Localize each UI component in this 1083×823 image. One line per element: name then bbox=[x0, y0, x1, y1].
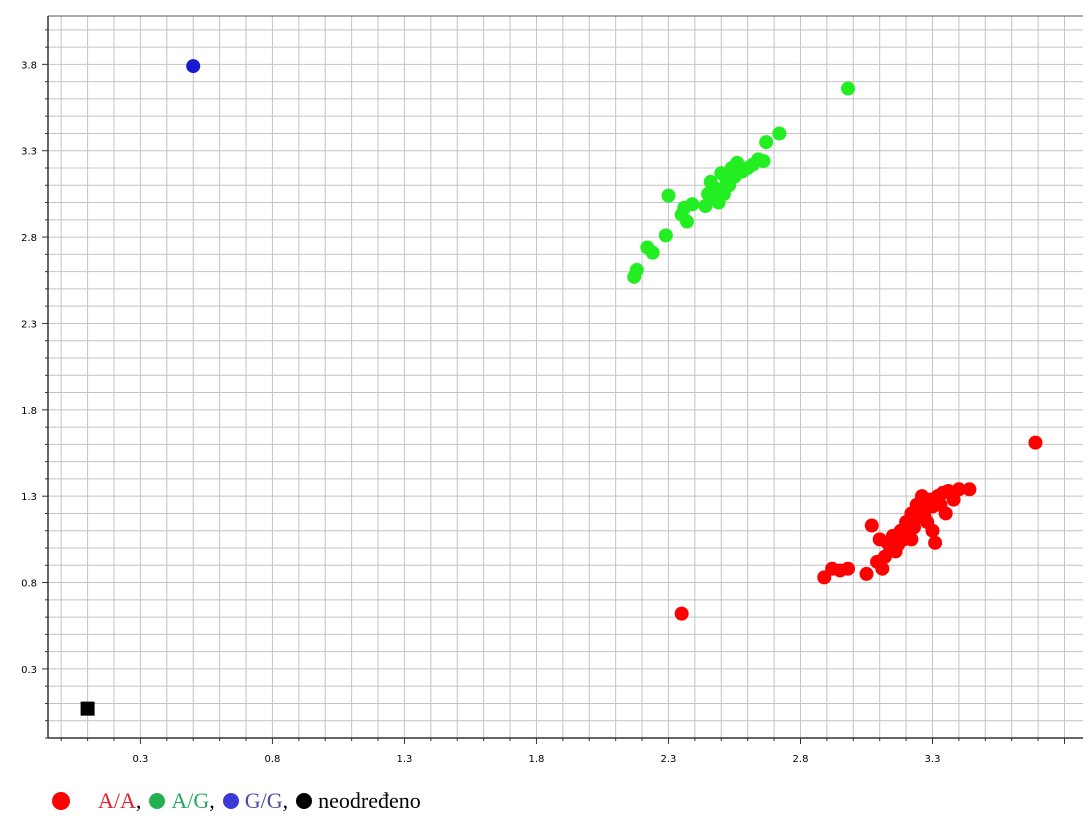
point-a-a bbox=[928, 535, 943, 550]
point-a-a bbox=[938, 506, 953, 521]
y-tick-label: 0.8 bbox=[21, 579, 37, 590]
y-tick-label: 2.8 bbox=[21, 233, 37, 244]
point-a-a bbox=[1028, 435, 1043, 450]
x-tick-label: 1.3 bbox=[396, 754, 412, 765]
point-a-a bbox=[946, 492, 961, 507]
legend-label-undetermined: neodređeno bbox=[318, 788, 421, 813]
legend-label-gg: G/G bbox=[244, 788, 283, 813]
point-a-a bbox=[925, 523, 940, 538]
point-a-g bbox=[658, 228, 673, 243]
legend-dot-aa bbox=[52, 792, 70, 810]
point-a-g bbox=[759, 135, 774, 150]
point-a-g bbox=[645, 245, 660, 260]
point-a-g bbox=[679, 214, 694, 229]
x-tick-label: 2.8 bbox=[793, 754, 809, 765]
axes bbox=[42, 15, 1083, 744]
legend-separator: , bbox=[282, 788, 289, 813]
legend-label-aa: A/A bbox=[98, 788, 136, 813]
legend-dot-undetermined bbox=[296, 793, 313, 809]
legend-separator: , bbox=[135, 788, 142, 813]
point-a-a bbox=[962, 482, 977, 497]
point-a-a bbox=[859, 566, 874, 581]
point-a-g bbox=[685, 197, 700, 212]
y-tick-label: 0.3 bbox=[21, 665, 37, 676]
y-tick-label: 3.3 bbox=[21, 147, 37, 158]
legend-label-ag: A/G bbox=[171, 788, 210, 813]
point-a-g bbox=[841, 81, 856, 96]
legend-dot-ag bbox=[149, 793, 166, 809]
legend-separator: , bbox=[209, 788, 215, 813]
point-a-g bbox=[661, 188, 676, 203]
point-a-a bbox=[674, 606, 689, 621]
plot-frame-background bbox=[48, 16, 1083, 738]
point-a-a bbox=[907, 520, 922, 535]
point-a-a bbox=[951, 482, 966, 497]
y-tick-label: 2.3 bbox=[21, 319, 37, 330]
tick-labels: 0.3 0.8 1.3 1.8 2.3 2.8 3.3 0.3 0.8 1.3 1.8 2.3 2.8 3… bbox=[21, 60, 940, 765]
x-tick-label: 1.8 bbox=[529, 754, 545, 765]
point-neodre-eno bbox=[80, 701, 95, 716]
point-a-g bbox=[756, 154, 771, 169]
point-a-a bbox=[864, 518, 879, 533]
point-a-a bbox=[841, 561, 856, 576]
point-a-g bbox=[629, 262, 644, 277]
point-a-a bbox=[904, 532, 919, 547]
point-g-g bbox=[186, 59, 201, 74]
point-a-a bbox=[875, 561, 890, 576]
x-tick-label: 3.3 bbox=[925, 754, 941, 765]
point-a-a bbox=[925, 499, 940, 514]
grid bbox=[48, 16, 1083, 739]
point-a-a bbox=[917, 509, 932, 524]
legend: A/A , A/G , G/G , neodređeno bbox=[52, 781, 421, 821]
x-tick-label: 0.8 bbox=[264, 754, 280, 765]
y-tick-label: 1.8 bbox=[21, 406, 37, 417]
y-tick-label: 1.3 bbox=[21, 492, 37, 503]
legend-dot-gg bbox=[222, 793, 239, 809]
data-points bbox=[80, 59, 1043, 716]
point-a-g bbox=[772, 126, 787, 141]
y-tick-label: 3.8 bbox=[21, 60, 37, 71]
x-tick-label: 2.3 bbox=[661, 754, 677, 765]
x-tick-label: 0.3 bbox=[132, 754, 148, 765]
